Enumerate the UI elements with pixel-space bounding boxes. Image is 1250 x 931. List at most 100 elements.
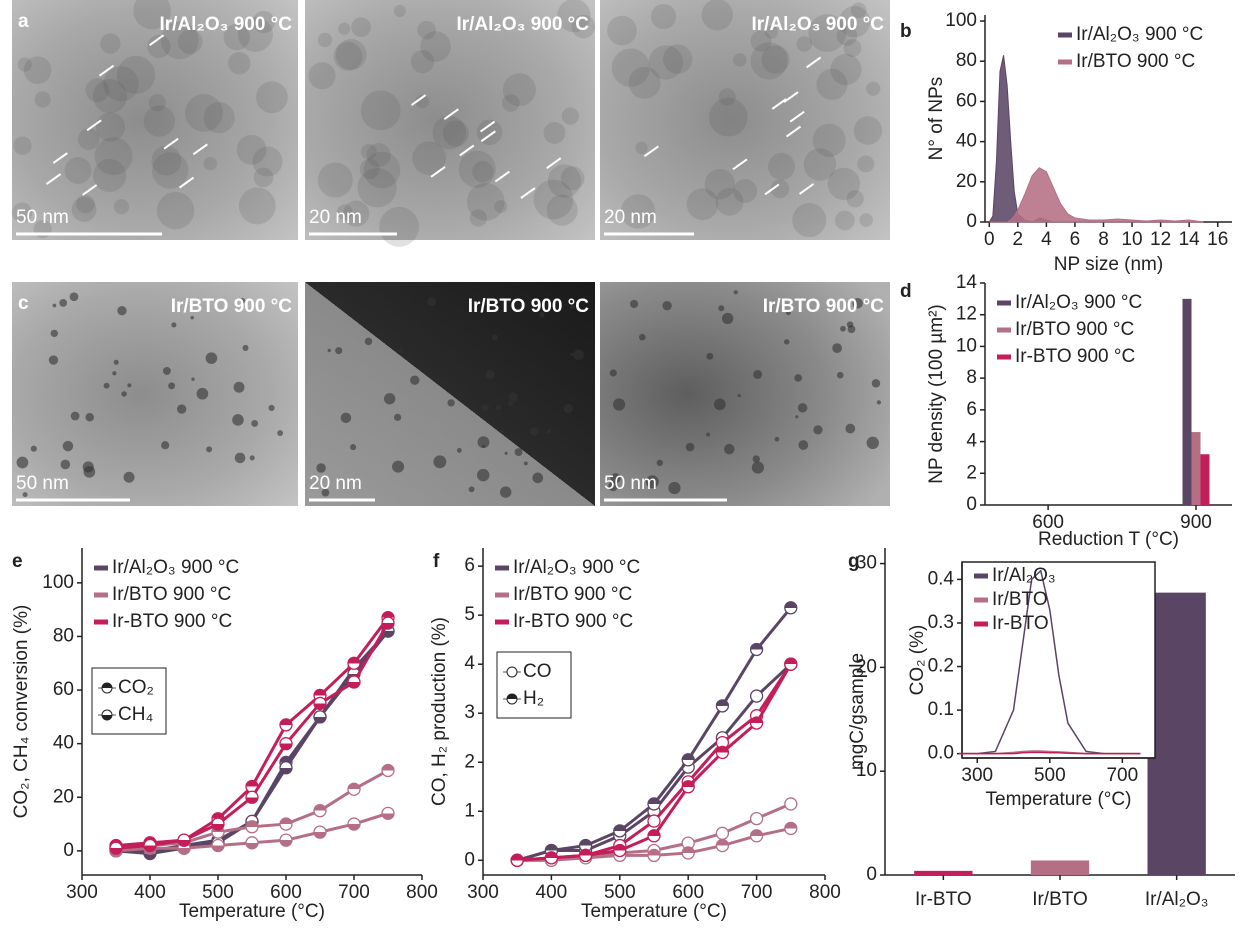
- arrow: [82, 184, 98, 196]
- particle: [753, 369, 763, 379]
- x-tick-label: 800: [406, 882, 438, 903]
- texture: [859, 213, 873, 227]
- particle: [656, 459, 663, 467]
- particle: [532, 472, 544, 484]
- texture: [223, 23, 250, 51]
- legend-label: CH₄: [118, 704, 153, 725]
- marker: [279, 833, 293, 847]
- marker: [544, 851, 559, 865]
- particle: [398, 349, 403, 354]
- micrograph: Ir/BTO 900 °C 50 nm: [600, 282, 890, 506]
- y-tick-label: 80: [53, 625, 74, 646]
- y-tick-label: 10: [956, 335, 977, 356]
- image-label: Ir/Al₂O₃ 900 °C: [159, 14, 292, 35]
- particle: [22, 492, 28, 498]
- particle: [832, 343, 842, 354]
- particle: [234, 452, 246, 464]
- particle: [70, 411, 80, 421]
- bar: [1147, 592, 1206, 875]
- texture: [308, 62, 336, 90]
- y-tick-label: 20: [856, 656, 877, 677]
- particle: [721, 312, 734, 325]
- texture: [343, 200, 370, 227]
- particle: [171, 322, 177, 328]
- particle: [610, 473, 621, 484]
- texture: [363, 151, 401, 189]
- texture: [177, 29, 203, 55]
- particle: [394, 413, 402, 421]
- marker: [177, 833, 191, 847]
- particle: [794, 374, 802, 382]
- texture: [160, 21, 199, 60]
- particle: [847, 325, 856, 334]
- texture: [561, 107, 579, 125]
- y-tick-label: 6: [464, 555, 475, 576]
- particle: [350, 444, 357, 451]
- particle: [845, 423, 856, 434]
- texture: [750, 30, 772, 52]
- texture: [792, 203, 827, 238]
- texture: [750, 42, 788, 80]
- arrow: [764, 183, 780, 196]
- marker: [510, 853, 524, 867]
- bar: [914, 870, 973, 875]
- image-label: Ir/BTO 900 °C: [468, 296, 590, 317]
- texture: [843, 39, 862, 58]
- y-axis-label: mgC/gsample: [847, 653, 868, 770]
- particle: [206, 446, 213, 453]
- marker: [784, 821, 798, 836]
- texture: [366, 143, 391, 168]
- panel-letter: d: [900, 281, 912, 302]
- scale-bar-label: 50 nm: [604, 473, 657, 494]
- y-tick-label: 0: [966, 211, 977, 232]
- texture: [113, 199, 130, 215]
- particle: [50, 329, 59, 338]
- y-tick-label: 0.2: [928, 656, 954, 677]
- panel-letter: a: [18, 11, 29, 32]
- x-tick-label: 2: [1013, 229, 1024, 250]
- x-tick-label: 400: [536, 882, 568, 903]
- y-tick-label: 8: [966, 367, 977, 388]
- particle: [16, 456, 29, 469]
- marker: [313, 696, 327, 711]
- particle: [268, 404, 275, 412]
- particle: [504, 451, 508, 455]
- particle: [840, 325, 846, 332]
- y-tick-label: 0: [63, 840, 74, 861]
- particle: [251, 419, 259, 427]
- x-tick-label: 600: [1032, 512, 1064, 533]
- particle: [233, 381, 245, 393]
- x-tick-label: 16: [1207, 229, 1228, 250]
- texture: [715, 187, 744, 216]
- x-tick-label: 700: [741, 882, 773, 903]
- texture: [733, 179, 758, 203]
- particle: [737, 394, 741, 398]
- particle: [117, 305, 127, 316]
- texture: [11, 202, 33, 223]
- texture: [476, 119, 503, 146]
- texture: [836, 25, 858, 46]
- inset-frame: [961, 561, 1156, 759]
- texture: [571, 14, 596, 39]
- texture: [23, 56, 52, 85]
- texture: [808, 14, 847, 52]
- texture: [768, 153, 796, 181]
- particle: [612, 398, 626, 411]
- particle: [795, 415, 799, 419]
- marker: [647, 848, 661, 863]
- texture: [502, 94, 520, 112]
- particle: [123, 471, 135, 483]
- y-tick-label: 0: [866, 864, 877, 885]
- texture: [857, 155, 875, 173]
- x-tick-label: 500: [1034, 765, 1066, 786]
- chart: 0 20 40 60 80 100 300 400 500 600 700 800 e Temperatu…: [11, 548, 438, 922]
- particle: [508, 392, 518, 402]
- marker: [245, 836, 259, 850]
- x-tick-label: 500: [202, 882, 234, 903]
- texture: [34, 91, 51, 108]
- arrow: [798, 183, 815, 195]
- texture: [628, 66, 661, 99]
- legend-label: Ir/BTO: [992, 589, 1048, 610]
- image: [12, 282, 298, 506]
- particle: [570, 304, 575, 310]
